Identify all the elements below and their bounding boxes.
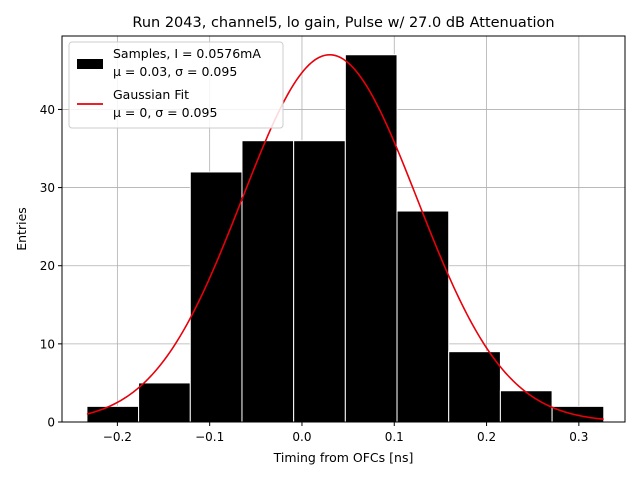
gaussian-fit-layer: [86, 53, 604, 421]
histogram-bar: [499, 390, 553, 423]
histogram-bar: [448, 351, 501, 423]
histogram-bar: [293, 140, 346, 423]
y-tick-label: 0: [47, 416, 55, 430]
chart-title: Run 2043, channel5, lo gain, Pulse w/ 27…: [132, 15, 554, 31]
x-tick-label: 0.1: [385, 430, 404, 444]
y-axis-ticks: 0 10 20 30 40: [40, 103, 62, 430]
y-tick-label: 30: [40, 181, 55, 195]
histogram-bar: [241, 140, 295, 423]
histogram-bar: [344, 54, 398, 423]
x-axis-label: Timing from OFCs [ns]: [273, 450, 414, 465]
legend-samples-stats: μ = 0.03, σ = 0.095: [113, 64, 237, 79]
x-tick-label: 0.2: [477, 430, 496, 444]
y-tick-label: 40: [40, 103, 55, 117]
legend-box: [68, 41, 284, 129]
legend: Samples, I = 0.0576mA μ = 0.03, σ = 0.09…: [68, 41, 284, 129]
histogram-bar: [86, 405, 140, 423]
histogram-bar: [138, 382, 191, 423]
x-tick-label: −0.1: [195, 430, 224, 444]
y-axis-label: Entries: [14, 207, 29, 251]
histogram-bars: [86, 54, 605, 423]
x-tick-label: 0.0: [292, 430, 311, 444]
histogram-bar: [189, 171, 243, 423]
plot-frame: [61, 35, 626, 423]
y-tick-label: 20: [40, 259, 55, 273]
legend-fit-label: Gaussian Fit: [113, 87, 189, 102]
histogram-bar: [551, 405, 605, 423]
gaussian-fit-curve: [86, 53, 604, 421]
legend-fit-stats: μ = 0, σ = 0.095: [113, 105, 217, 120]
y-tick-label: 10: [40, 337, 55, 351]
x-tick-label: −0.2: [103, 430, 132, 444]
x-axis-ticks: −0.2 −0.1 0.0 0.1 0.2 0.3: [103, 422, 588, 444]
legend-samples-swatch: [77, 59, 103, 69]
histogram-bar: [396, 210, 450, 423]
x-tick-label: 0.3: [569, 430, 588, 444]
legend-samples-label: Samples, I = 0.0576mA: [113, 46, 261, 61]
